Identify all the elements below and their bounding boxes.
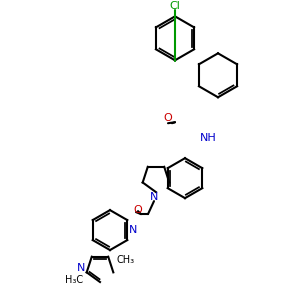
Text: N: N xyxy=(77,263,85,273)
Text: O: O xyxy=(164,113,172,123)
Text: CH₃: CH₃ xyxy=(117,255,135,265)
Text: N: N xyxy=(150,192,158,202)
Text: O: O xyxy=(134,205,142,215)
Text: NH: NH xyxy=(200,133,216,143)
Text: N: N xyxy=(129,225,137,235)
Text: H₃C: H₃C xyxy=(65,275,83,285)
Text: Cl: Cl xyxy=(169,2,180,11)
